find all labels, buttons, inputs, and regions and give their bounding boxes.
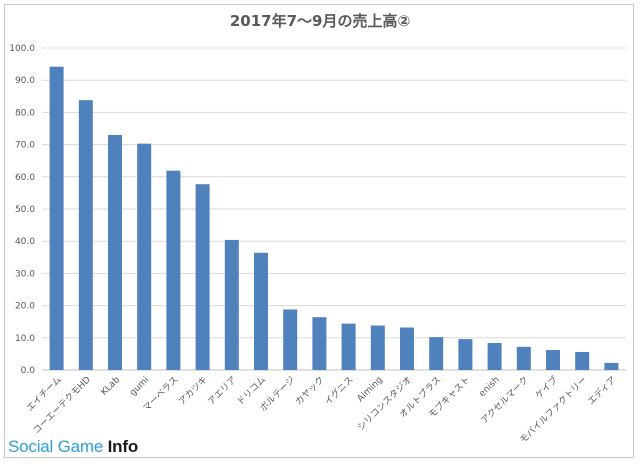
bar <box>487 342 502 370</box>
x-category-label: enish <box>478 375 502 399</box>
bar <box>137 143 152 370</box>
y-tick-label: 50.0 <box>15 205 35 215</box>
y-tick-label: 30.0 <box>15 269 35 279</box>
bar <box>254 252 268 370</box>
bar <box>108 134 122 370</box>
bar <box>312 317 327 370</box>
y-tick-label: 40.0 <box>15 237 35 247</box>
bar <box>283 309 298 370</box>
x-category-label: ケイブ <box>533 374 560 401</box>
y-tick-label: 80.0 <box>15 108 35 118</box>
x-category-label: イグニス <box>322 374 356 408</box>
y-tick-label: 10.0 <box>15 334 35 344</box>
y-tick-label: 20.0 <box>15 302 35 312</box>
y-tick-label: 70.0 <box>15 141 35 151</box>
chart-frame <box>4 4 634 458</box>
x-category-label: エディア <box>585 374 618 407</box>
brand-logo: Social Game Info <box>8 437 138 457</box>
bar <box>546 350 560 370</box>
brand-info-text: Info <box>107 437 139 456</box>
x-category-label: シリコンスタジオ <box>356 374 415 433</box>
y-tick-label: 0.0 <box>21 366 36 376</box>
bar <box>195 184 210 370</box>
bar <box>78 100 93 370</box>
y-tick-label: 90.0 <box>15 76 35 86</box>
brand-social-text: Social Game <box>8 437 108 456</box>
x-category-label: アカツキ <box>176 374 209 407</box>
bar <box>341 323 356 370</box>
bar <box>400 327 414 370</box>
bar <box>458 339 473 370</box>
chart-title: 2017年7〜9月の売上高② <box>229 12 411 30</box>
x-category-label: Aiming <box>356 375 385 404</box>
bar <box>516 346 531 370</box>
x-category-label: アエリア <box>206 375 239 408</box>
y-tick-label: 60.0 <box>15 173 35 183</box>
bar <box>49 66 64 371</box>
bar <box>166 170 181 370</box>
bar <box>370 325 385 370</box>
bar <box>604 362 619 370</box>
bar <box>575 351 590 370</box>
x-category-label: カヤック <box>293 374 326 407</box>
x-category-label: gumi <box>128 375 151 398</box>
x-category-label: KLab <box>99 375 122 398</box>
bar <box>224 239 239 370</box>
y-tick-label: 100.0 <box>9 44 35 54</box>
bar <box>429 337 444 370</box>
